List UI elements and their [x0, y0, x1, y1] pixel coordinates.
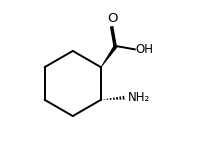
Polygon shape — [101, 45, 117, 67]
Text: OH: OH — [136, 43, 154, 55]
Text: NH₂: NH₂ — [128, 91, 150, 104]
Text: O: O — [108, 12, 118, 25]
